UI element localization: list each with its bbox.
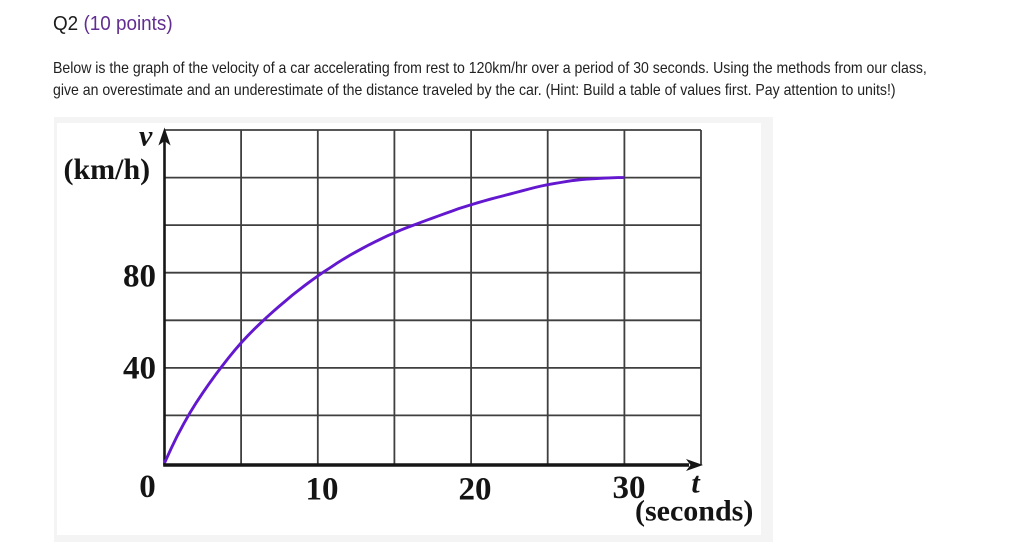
svg-text:v: v [139,120,153,153]
svg-text:10: 10 [306,472,339,508]
svg-text:30: 30 [613,470,646,506]
svg-text:(seconds): (seconds) [635,495,753,528]
svg-text:t: t [691,467,701,500]
svg-text:0: 0 [139,469,156,505]
svg-text:40: 40 [123,351,156,387]
svg-text:20: 20 [459,472,492,508]
svg-text:(km/h): (km/h) [64,153,151,186]
svg-text:80: 80 [123,259,156,295]
